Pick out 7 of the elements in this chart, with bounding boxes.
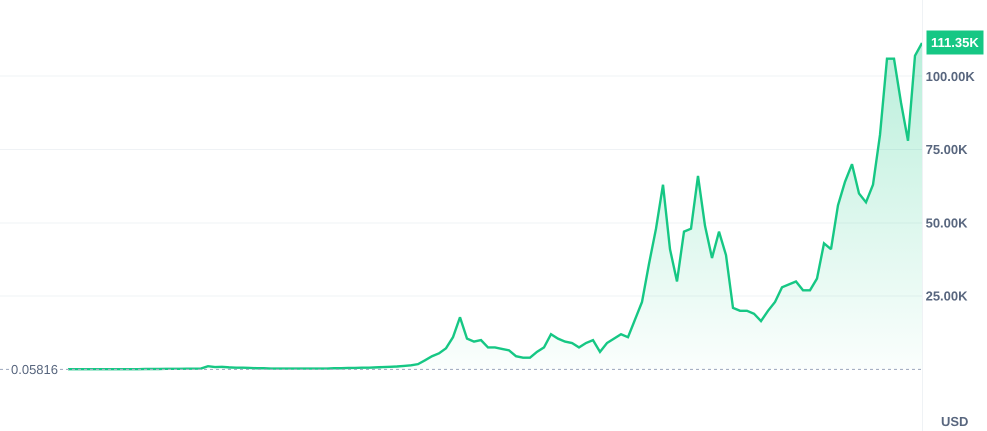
data-label: 111.35K	[931, 35, 980, 50]
y-tick-label: 75.00K	[926, 142, 968, 158]
text: USD	[941, 414, 968, 429]
y-tick-label: 25.00K	[926, 288, 968, 304]
y-tick-label: 100.00K	[926, 68, 976, 84]
y-tick-label: 50.00K	[926, 215, 968, 230]
ref-line-label: 0.05816	[11, 362, 58, 377]
